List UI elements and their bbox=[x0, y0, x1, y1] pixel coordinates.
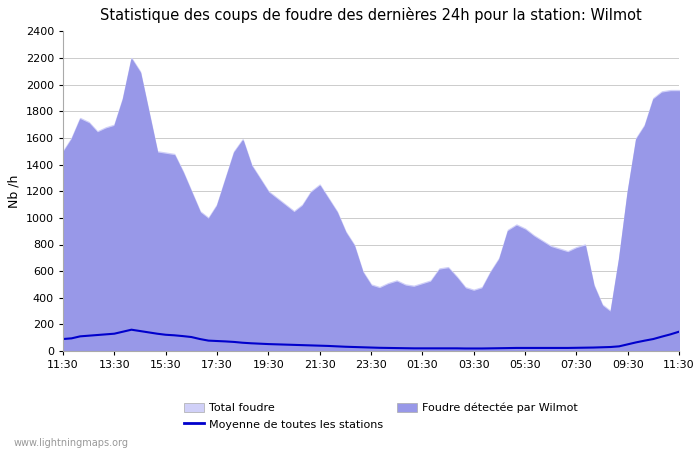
Moyenne de toutes les stations bbox=[204, 338, 213, 343]
Moyenne de toutes les stations bbox=[375, 345, 384, 351]
Moyenne de toutes les stations bbox=[589, 345, 598, 350]
Moyenne de toutes les stations bbox=[461, 346, 469, 351]
Moyenne de toutes les stations bbox=[273, 342, 281, 347]
Moyenne de toutes les stations bbox=[606, 344, 615, 350]
Moyenne de toutes les stations bbox=[632, 340, 640, 345]
Title: Statistique des coups de foudre des dernières 24h pour la station: Wilmot: Statistique des coups de foudre des dern… bbox=[100, 7, 642, 23]
Moyenne de toutes les stations bbox=[127, 327, 136, 333]
Legend: Total foudre, Moyenne de toutes les stations, Foudre détectée par Wilmot: Total foudre, Moyenne de toutes les stat… bbox=[179, 398, 582, 434]
Y-axis label: Nb /h: Nb /h bbox=[7, 175, 20, 208]
Moyenne de toutes les stations bbox=[675, 329, 683, 334]
Text: www.lightningmaps.org: www.lightningmaps.org bbox=[14, 438, 129, 448]
Moyenne de toutes les stations bbox=[59, 336, 67, 342]
Line: Moyenne de toutes les stations: Moyenne de toutes les stations bbox=[63, 330, 679, 348]
